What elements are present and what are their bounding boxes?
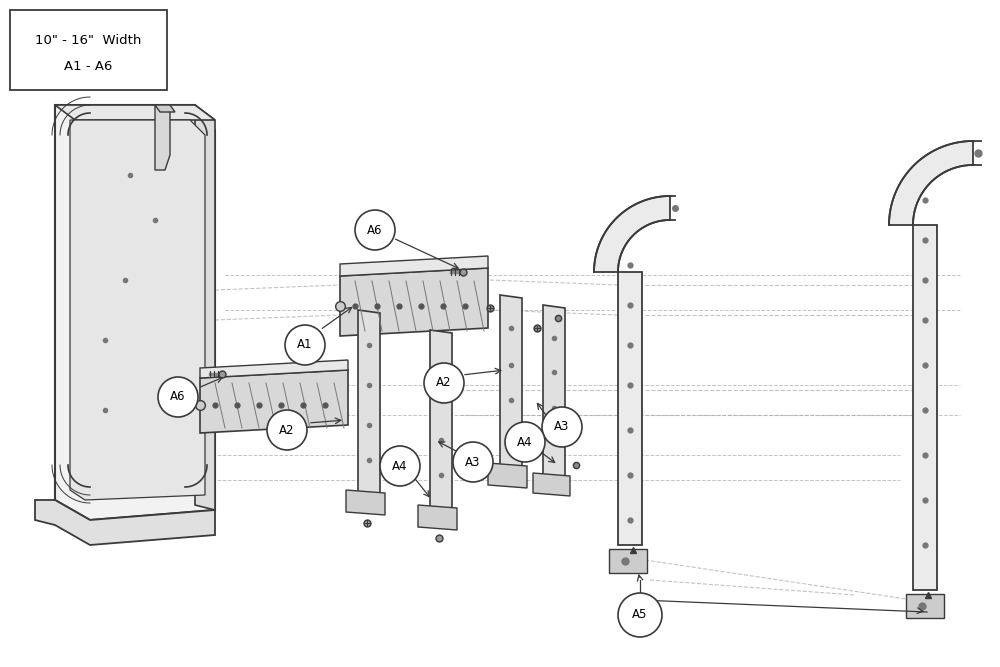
Circle shape — [424, 363, 464, 403]
Circle shape — [380, 446, 420, 486]
Text: 10" - 16"  Width: 10" - 16" Width — [35, 35, 142, 47]
Text: A6: A6 — [170, 390, 186, 404]
Text: A2: A2 — [279, 424, 295, 436]
Polygon shape — [543, 305, 565, 481]
Polygon shape — [500, 295, 522, 471]
Polygon shape — [430, 330, 452, 513]
Polygon shape — [340, 256, 488, 276]
Text: A1 - A6: A1 - A6 — [64, 60, 113, 73]
FancyBboxPatch shape — [10, 10, 167, 90]
Polygon shape — [70, 120, 205, 500]
Polygon shape — [418, 505, 457, 530]
Circle shape — [158, 377, 198, 417]
Text: A4: A4 — [517, 436, 533, 448]
Polygon shape — [346, 490, 385, 515]
Text: A1: A1 — [297, 338, 313, 352]
Text: A3: A3 — [465, 456, 481, 468]
Text: A2: A2 — [436, 376, 452, 390]
Polygon shape — [594, 196, 670, 272]
Polygon shape — [488, 463, 527, 488]
Polygon shape — [533, 473, 570, 496]
Circle shape — [453, 442, 493, 482]
Polygon shape — [55, 105, 215, 120]
Polygon shape — [55, 105, 215, 520]
Text: A6: A6 — [367, 223, 383, 237]
Polygon shape — [155, 105, 170, 170]
Circle shape — [618, 593, 662, 637]
Circle shape — [267, 410, 307, 450]
Polygon shape — [340, 268, 488, 336]
Circle shape — [355, 210, 395, 250]
Circle shape — [285, 325, 325, 365]
FancyBboxPatch shape — [609, 549, 647, 573]
Polygon shape — [155, 105, 175, 112]
Polygon shape — [358, 310, 380, 498]
Polygon shape — [200, 370, 348, 433]
Polygon shape — [35, 500, 215, 545]
FancyBboxPatch shape — [906, 594, 944, 618]
Circle shape — [542, 407, 582, 447]
Text: A3: A3 — [554, 420, 570, 434]
Polygon shape — [195, 105, 215, 510]
Polygon shape — [913, 225, 937, 590]
Text: A4: A4 — [392, 460, 408, 472]
Polygon shape — [200, 360, 348, 378]
Circle shape — [505, 422, 545, 462]
Polygon shape — [618, 272, 642, 545]
Polygon shape — [889, 141, 973, 225]
Text: A5: A5 — [632, 608, 648, 622]
